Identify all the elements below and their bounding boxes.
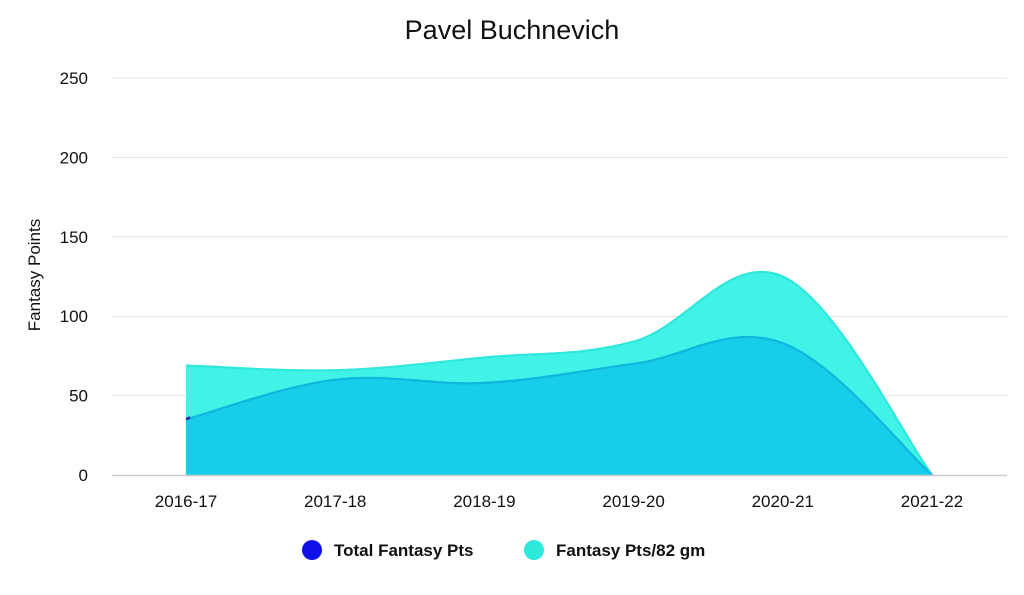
series-line-start xyxy=(185,416,191,421)
chart-title: Pavel Buchnevich xyxy=(405,15,620,45)
y-tick-label: 250 xyxy=(60,69,88,88)
y-tick-label: 100 xyxy=(60,307,88,326)
legend: Total Fantasy Pts Fantasy Pts/82 gm xyxy=(302,540,705,560)
legend-swatch xyxy=(302,540,322,560)
y-tick-label: 150 xyxy=(60,228,88,247)
series-line-0 xyxy=(185,335,933,476)
x-tick-label: 2016-17 xyxy=(155,492,217,511)
x-tick-label: 2020-21 xyxy=(752,492,814,511)
legend-swatch xyxy=(524,540,544,560)
y-axis-label: Fantasy Points xyxy=(25,219,44,331)
x-tick-label: 2017-18 xyxy=(304,492,366,511)
x-tick-label: 2021-22 xyxy=(901,492,963,511)
y-tick-label: 0 xyxy=(79,466,88,485)
x-tick-label: 2018-19 xyxy=(453,492,515,511)
legend-label: Total Fantasy Pts xyxy=(334,541,474,560)
y-tick-label: 50 xyxy=(69,387,88,406)
series-line-1 xyxy=(185,270,933,476)
x-tick-label: 2019-20 xyxy=(602,492,664,511)
y-tick-label: 200 xyxy=(60,148,88,167)
axes: 2016-17 2017-18 2018-19 2019-20 2020-21 2021-… xyxy=(112,474,1007,511)
legend-label: Fantasy Pts/82 gm xyxy=(556,541,705,560)
legend-item-1: Fantasy Pts/82 gm xyxy=(524,540,705,560)
legend-item-0: Total Fantasy Pts xyxy=(302,540,474,560)
series-areas xyxy=(185,270,933,476)
series-area-0 xyxy=(186,336,932,475)
